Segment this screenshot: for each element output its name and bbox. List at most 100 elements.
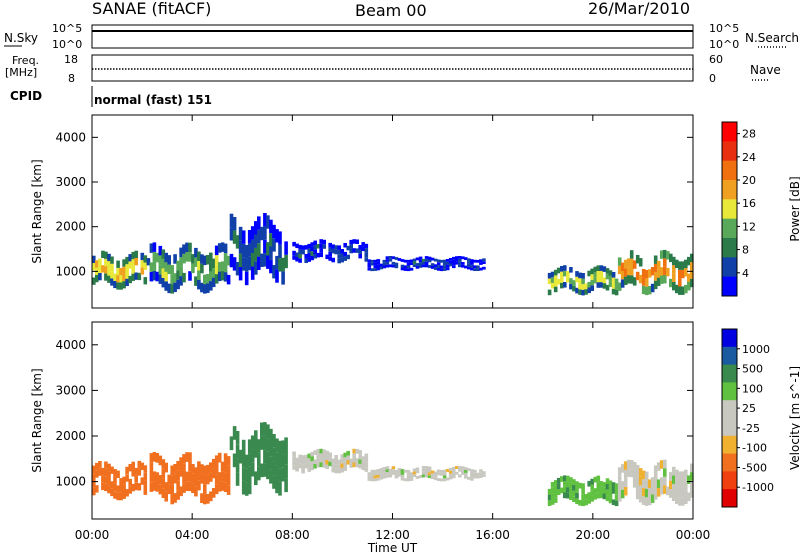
echo-cell (415, 265, 420, 269)
echo-cell (560, 476, 564, 482)
echo-cell (269, 233, 273, 247)
echo-cell (482, 474, 486, 477)
echo-cell (155, 472, 160, 482)
echo-cell (343, 457, 347, 462)
echo-cell (578, 272, 582, 279)
echo-cell (593, 493, 598, 500)
echo-cell (647, 479, 652, 488)
echo-cell (214, 455, 219, 466)
echo-cell (482, 266, 486, 270)
echo-cell (313, 249, 317, 255)
echo-band (292, 448, 369, 474)
echo-cell (164, 252, 168, 263)
echo-cell (140, 477, 145, 485)
echo-cell (125, 489, 129, 497)
freq-panel-frame (91, 54, 694, 82)
echo-cell (182, 483, 186, 493)
echo-cell (346, 450, 350, 456)
echo-cell (367, 472, 372, 476)
echo-cell (479, 259, 483, 263)
echo-cell (593, 266, 598, 273)
echo-cell (467, 258, 471, 262)
echo-cell (266, 242, 270, 256)
echo-cell (394, 257, 399, 260)
echo-cell (128, 261, 132, 269)
echo-cell (352, 448, 356, 454)
echo-cell (385, 471, 390, 475)
echo-cell (214, 465, 219, 475)
x-axis-label: Time UT (367, 541, 418, 554)
echo-cell (263, 213, 267, 227)
echo-cell (340, 458, 344, 464)
echo-cell (364, 257, 369, 262)
echo-cell (203, 484, 207, 495)
echo-cell (188, 242, 192, 253)
echo-cell (200, 254, 204, 264)
colorbar-tick-label: 24 (742, 151, 756, 164)
echo-cell (678, 471, 682, 480)
echo-cell (104, 476, 108, 484)
echo-cell (134, 475, 138, 483)
echo-cell (379, 476, 384, 480)
echo-cell (217, 243, 222, 253)
echo-cell (605, 268, 610, 274)
echo-cell (687, 256, 691, 266)
echo-cell (430, 473, 435, 477)
echo-cell (553, 286, 558, 293)
y-tick-label: 2000 (55, 220, 86, 234)
station-title: SANAE (fitACF) (92, 0, 212, 18)
echo-cell (430, 263, 435, 266)
echo-cell (110, 488, 114, 497)
echo-cell (614, 489, 619, 495)
echo-cell (238, 240, 243, 254)
echo-cell (358, 245, 362, 250)
echo-cell (638, 468, 643, 477)
echo-cell (125, 278, 129, 286)
echo-cell (547, 272, 552, 279)
echo-cell (584, 289, 588, 295)
echo-cell (572, 280, 576, 286)
echo-cell (448, 260, 453, 264)
echo-cell (626, 266, 631, 276)
echo-band (367, 465, 486, 482)
echo-cell (164, 462, 168, 473)
echo-cell (427, 265, 432, 268)
echo-cell (337, 258, 341, 264)
echo-cell (197, 480, 201, 491)
echo-cell (400, 474, 405, 478)
echo-cell (448, 470, 453, 474)
echo-cell (131, 469, 135, 477)
echo-cell (635, 482, 640, 491)
echo-cell (638, 485, 643, 494)
echo-cell (158, 274, 163, 284)
echo-cell (232, 257, 237, 271)
echo-cell (322, 454, 326, 459)
echo-cell (131, 251, 135, 260)
echo-cell (439, 259, 444, 263)
echo-cell (364, 467, 369, 472)
echo-cell (605, 489, 610, 496)
echo-cell (254, 221, 258, 235)
echo-cell (620, 279, 625, 288)
echo-cell (331, 467, 335, 473)
echo-cell (596, 481, 601, 487)
echo-cell (101, 265, 105, 273)
echo-cell (254, 247, 258, 262)
echo-cell (110, 481, 114, 489)
freq-label: Freq. (12, 54, 40, 67)
echo-cell (349, 244, 353, 249)
echo-cell (560, 266, 564, 272)
echo-cell (445, 267, 450, 271)
echo-cell (430, 257, 435, 261)
echo-cell (161, 258, 166, 269)
colorbar-swatch (722, 141, 737, 162)
echo-cell (131, 266, 135, 274)
echo-cell (95, 260, 99, 268)
colorbar-label: Velocity [m s^-1] (788, 366, 800, 470)
echo-cell (569, 477, 573, 483)
echo-cell (391, 466, 396, 470)
echo-cell (409, 267, 414, 271)
echo-cell (337, 254, 341, 259)
echo-cell (263, 463, 267, 477)
echo-cell (596, 475, 601, 482)
